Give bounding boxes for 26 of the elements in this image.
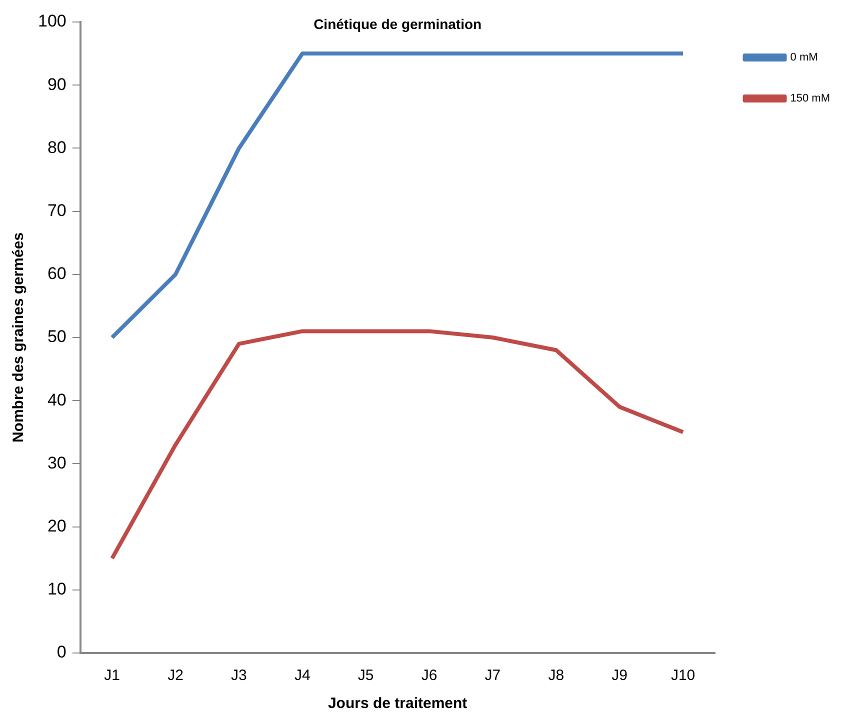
y-tick-label: 60 <box>47 264 66 284</box>
y-tick-label: 90 <box>47 74 66 94</box>
chart-title: Cinétique de germination <box>314 16 482 32</box>
x-tick-label: J7 <box>484 667 501 684</box>
x-tick-label: J2 <box>168 667 184 684</box>
y-tick-label: 0 <box>56 642 66 662</box>
y-tick-label: 100 <box>38 12 66 31</box>
y-tick-label: 40 <box>47 390 66 410</box>
y-tick-label: 70 <box>47 200 66 220</box>
x-tick-label: J8 <box>548 667 564 684</box>
x-tick-label: J4 <box>294 667 310 684</box>
y-tick-label: 30 <box>47 453 66 472</box>
x-tick-label: J6 <box>421 667 438 684</box>
y-axis-title: Nombre des graines germées <box>10 232 28 443</box>
x-tick-label: J1 <box>104 667 120 684</box>
x-axis-title: Jours de traitement <box>328 695 468 712</box>
legend-label: 0 mM <box>790 52 818 64</box>
y-tick-label: 10 <box>47 580 66 599</box>
x-tick-label: J5 <box>358 667 374 684</box>
legend-label: 150 mM <box>790 92 830 105</box>
x-tick-label: J10 <box>670 667 696 684</box>
y-tick-label: 50 <box>47 327 66 346</box>
y-tick-label: 80 <box>47 138 66 157</box>
x-tick-label: J3 <box>231 667 247 684</box>
y-tick-label: 20 <box>47 516 66 536</box>
x-tick-label: J9 <box>612 667 628 684</box>
